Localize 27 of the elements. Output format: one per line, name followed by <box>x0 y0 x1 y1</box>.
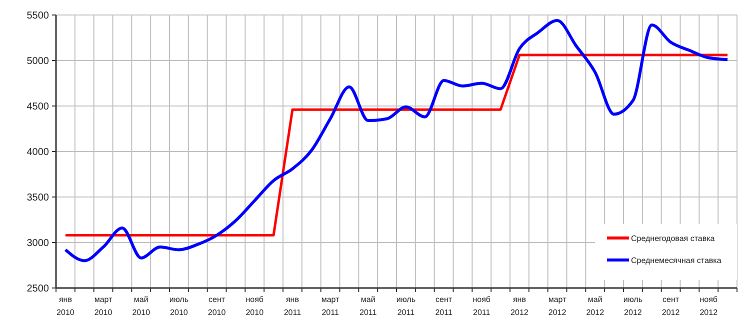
x-tick-label: май 2012 <box>586 295 605 317</box>
x-tick-label: сент 2011 <box>435 295 453 317</box>
x-tick-label: май 2011 <box>360 295 378 317</box>
y-tick-label: 5000 <box>26 56 50 67</box>
x-tick-label: сент 2010 <box>208 295 226 317</box>
x-tick-label: июль 2011 <box>396 295 416 317</box>
x-tick-label: янв 2011 <box>284 295 302 317</box>
x-tick-label: янв 2010 <box>56 295 75 317</box>
x-tick-label: янв 2012 <box>510 295 529 317</box>
x-tick-label: март 2012 <box>548 295 567 317</box>
x-tick-label: май 2010 <box>132 295 151 317</box>
y-tick-label: 5500 <box>26 10 50 22</box>
x-tick-label: нояб 2010 <box>246 295 264 317</box>
y-tick-label: 2500 <box>26 284 50 294</box>
x-tick-label: март 2011 <box>321 295 340 317</box>
x-tick-label: нояб 2012 <box>700 295 718 317</box>
y-tick-label: 3000 <box>26 238 50 249</box>
x-tick-label: сент 2012 <box>662 295 680 317</box>
x-tick-label: март 2010 <box>94 295 113 317</box>
x-tick-label: июль 2010 <box>169 295 189 317</box>
y-tick-label: 4500 <box>26 102 50 112</box>
x-tick-label: июль 2012 <box>623 295 643 317</box>
y-tick-label: 3500 <box>26 192 50 204</box>
legend-label: Среднегодовая ставка <box>631 234 716 243</box>
y-tick-label: 4000 <box>26 147 50 158</box>
x-tick-label: нояб 2011 <box>472 295 491 317</box>
legend-label: Среднемесячная ставка <box>631 256 722 265</box>
